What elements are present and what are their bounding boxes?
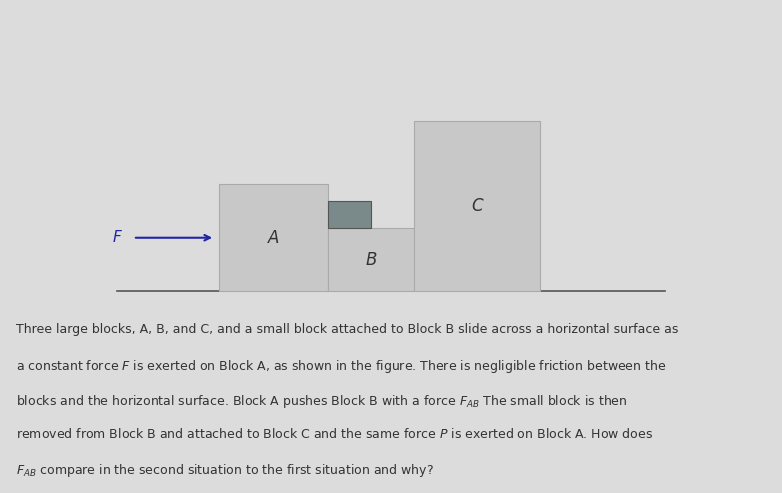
Text: $F_{AB}$ compare in the second situation to the first situation and why?: $F_{AB}$ compare in the second situation… xyxy=(16,462,433,479)
Text: blocks and the horizontal surface. Block A pushes Block B with a force $F_{AB}$ : blocks and the horizontal surface. Block… xyxy=(16,392,627,410)
Text: A: A xyxy=(268,229,279,246)
Bar xyxy=(414,121,540,291)
Text: Three large blocks, A, B, and C, and a small block attached to Block B slide acr: Three large blocks, A, B, and C, and a s… xyxy=(16,323,678,336)
Text: F: F xyxy=(113,230,121,245)
Text: C: C xyxy=(472,197,482,215)
Bar xyxy=(328,228,414,291)
Text: B: B xyxy=(366,250,377,269)
Bar xyxy=(219,184,328,291)
Text: a constant force $F$ is exerted on Block A, as shown in the figure. There is neg: a constant force $F$ is exerted on Block… xyxy=(16,358,666,375)
Text: removed from Block B and attached to Block C and the same force $P$ is exerted o: removed from Block B and attached to Blo… xyxy=(16,427,653,441)
Bar xyxy=(328,201,371,228)
